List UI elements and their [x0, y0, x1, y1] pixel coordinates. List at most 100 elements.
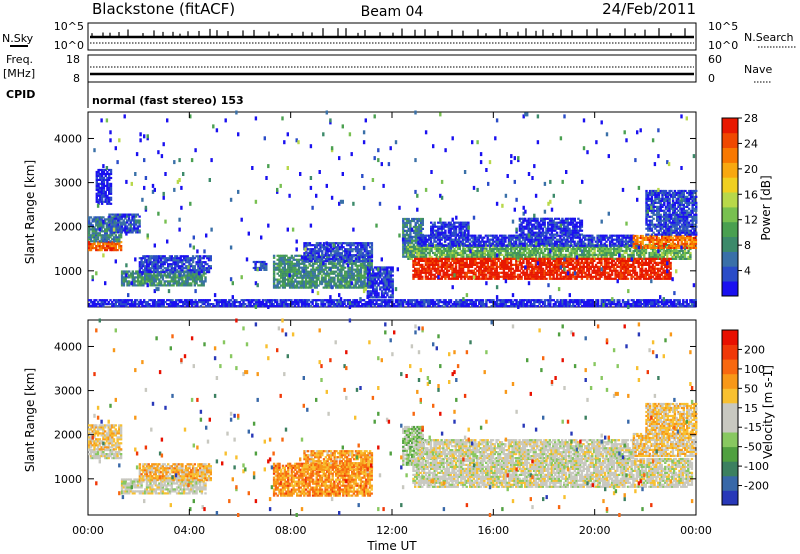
power-cell-4778 — [632, 259, 635, 262]
power-cell-3448 — [627, 245, 630, 249]
power-cell-4295 — [536, 275, 539, 278]
power-cell-445 — [97, 172, 100, 176]
power-cell-303 — [113, 219, 116, 222]
power-cell-3554 — [657, 255, 660, 258]
power-cell-1417 — [303, 272, 306, 275]
power-cell-3312 — [588, 247, 591, 251]
power-cell-2517 — [409, 255, 412, 258]
power-cell-3831 — [442, 265, 445, 268]
power-cell-4106 — [495, 261, 498, 264]
power-cell-2773 — [442, 245, 446, 249]
power-cell-3348 — [598, 245, 602, 249]
power-cell-4848 — [648, 267, 651, 270]
power-cell-2588 — [416, 227, 419, 230]
power-cell-2273 — [368, 272, 371, 275]
power-cell-502 — [104, 174, 107, 178]
power-cell-4739 — [625, 271, 628, 274]
power-cell-4024 — [481, 271, 484, 274]
power-cell-4333 — [541, 257, 545, 260]
power-cell-4722 — [621, 263, 624, 266]
power-cell-18 — [96, 249, 100, 252]
power-cell-2650 — [409, 243, 412, 247]
power-cell-2890 — [474, 253, 477, 256]
power-cell-4752 — [626, 263, 630, 266]
power-cell-2094 — [337, 254, 340, 257]
power-cell-1678 — [338, 272, 341, 275]
power-cell-3711 — [419, 277, 422, 280]
power-cell-321 — [117, 213, 120, 216]
power-cell-49 — [109, 247, 112, 250]
power-cell-4610 — [598, 265, 601, 268]
power-cell-3201 — [557, 249, 561, 253]
power-cell-2198 — [360, 244, 363, 247]
power-cell-3310 — [588, 251, 591, 255]
power-cell-679 — [156, 284, 159, 287]
power-cell-2819 — [455, 253, 458, 256]
power-cell-4039 — [483, 261, 486, 264]
power-cell-1072 — [190, 271, 193, 274]
power-cell-3983 — [472, 261, 475, 264]
power-cell-1000 — [172, 271, 175, 274]
power-cell-3034 — [513, 255, 516, 258]
power-cell-4839 — [646, 271, 649, 274]
power-cell-4743 — [625, 263, 628, 266]
power-cell-506 — [106, 200, 109, 203]
power-cell-1064 — [188, 271, 191, 274]
power-cell-2794 — [448, 245, 451, 249]
power-cell-2640 — [407, 255, 410, 258]
power-cell-773 — [181, 274, 184, 277]
power-cell-2441 — [391, 280, 394, 283]
power-cell-2993 — [503, 255, 506, 258]
power-cell-4780 — [633, 273, 637, 276]
power-cell-2847 — [462, 245, 465, 249]
power-cell-3148 — [543, 247, 547, 251]
freq-unit: [MHz] — [3, 67, 35, 80]
power-cell-2832 — [458, 251, 461, 255]
power-cell-2084 — [335, 258, 338, 261]
power-cell-834 — [199, 280, 202, 283]
power-cell-425 — [95, 184, 98, 187]
power-cell-156 — [100, 228, 103, 231]
power-cell-990 — [168, 257, 172, 260]
power-cell-3051 — [517, 251, 520, 255]
power-cell-2737 — [433, 247, 437, 251]
power-cell-2485 — [405, 251, 409, 254]
power-cell-1601 — [327, 274, 331, 277]
power-cell-1809 — [354, 256, 357, 259]
power-cell-2477 — [403, 233, 407, 236]
power-cell-2645 — [407, 243, 410, 247]
power-cell-642 — [145, 274, 149, 277]
power-cell-1942 — [303, 254, 306, 257]
power-cell-92 — [89, 236, 93, 239]
power-cell-294 — [111, 221, 115, 224]
power-cell-1866 — [363, 284, 366, 287]
power-cell-2294 — [372, 282, 375, 285]
power-cell-2490 — [405, 239, 409, 242]
power-cell-2798 — [449, 253, 453, 256]
power-cell-4326 — [541, 273, 545, 276]
power-cell-1932 — [370, 268, 373, 271]
power-cell-3837 — [444, 273, 447, 276]
power-cell-3986 — [474, 277, 477, 280]
power-cell-2335 — [377, 274, 380, 277]
power-cell-4571 — [589, 259, 592, 262]
power-cell-2097 — [337, 248, 340, 251]
power-cell-3084 — [526, 251, 529, 255]
power-cell-4020 — [479, 257, 483, 260]
power-cell-1498 — [313, 282, 317, 285]
power-cell-531 — [108, 174, 111, 178]
power-cell-4818 — [641, 261, 644, 264]
power-cell-3014 — [508, 253, 511, 256]
power-cell-428 — [95, 178, 98, 181]
power-cell-2035 — [324, 260, 327, 263]
power-cell-3597 — [667, 249, 671, 253]
power-cell-547 — [120, 284, 124, 287]
power-cell-4753 — [626, 261, 630, 264]
power-cell-2750 — [437, 249, 440, 253]
power-cell-2433 — [391, 296, 394, 299]
power-cell-532 — [108, 172, 111, 176]
power-cell-891 — [145, 261, 149, 264]
power-cell-2019 — [319, 244, 322, 247]
power-cell-2796 — [449, 257, 453, 260]
power-cell-3787 — [433, 267, 436, 270]
